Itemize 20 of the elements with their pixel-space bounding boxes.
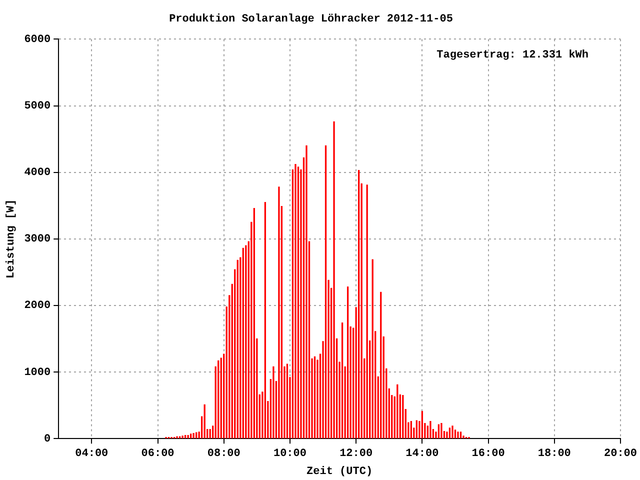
chart-title: Produktion Solaranlage Löhracker 2012-11-05 xyxy=(169,13,454,26)
y-tick-label: 6000 xyxy=(24,34,51,46)
x-tick-label: 12:00 xyxy=(340,448,373,460)
y-tick-label: 3000 xyxy=(24,234,51,246)
x-tick-label: 06:00 xyxy=(141,448,174,460)
x-tick-label: 04:00 xyxy=(75,448,108,460)
y-tick-label: 5000 xyxy=(24,100,51,113)
y-tick-label: 0 xyxy=(44,433,51,446)
x-tick-label: 20:00 xyxy=(604,448,638,460)
y-tick-label: 1000 xyxy=(24,366,51,379)
x-tick-label: 18:00 xyxy=(538,448,571,460)
x-tick-label: 14:00 xyxy=(406,448,439,460)
x-axis-title: Zeit (UTC) xyxy=(306,466,373,478)
x-tick-label: 08:00 xyxy=(207,448,240,460)
y-tick-label: 2000 xyxy=(24,300,51,312)
x-tick-label: 10:00 xyxy=(273,448,306,460)
x-tick-label: 16:00 xyxy=(472,448,505,460)
y-tick-label: 4000 xyxy=(24,167,51,180)
annotation: Tagesertrag: 12.331 kWh xyxy=(436,49,588,62)
y-axis-title: Leistung [W] xyxy=(5,199,18,279)
